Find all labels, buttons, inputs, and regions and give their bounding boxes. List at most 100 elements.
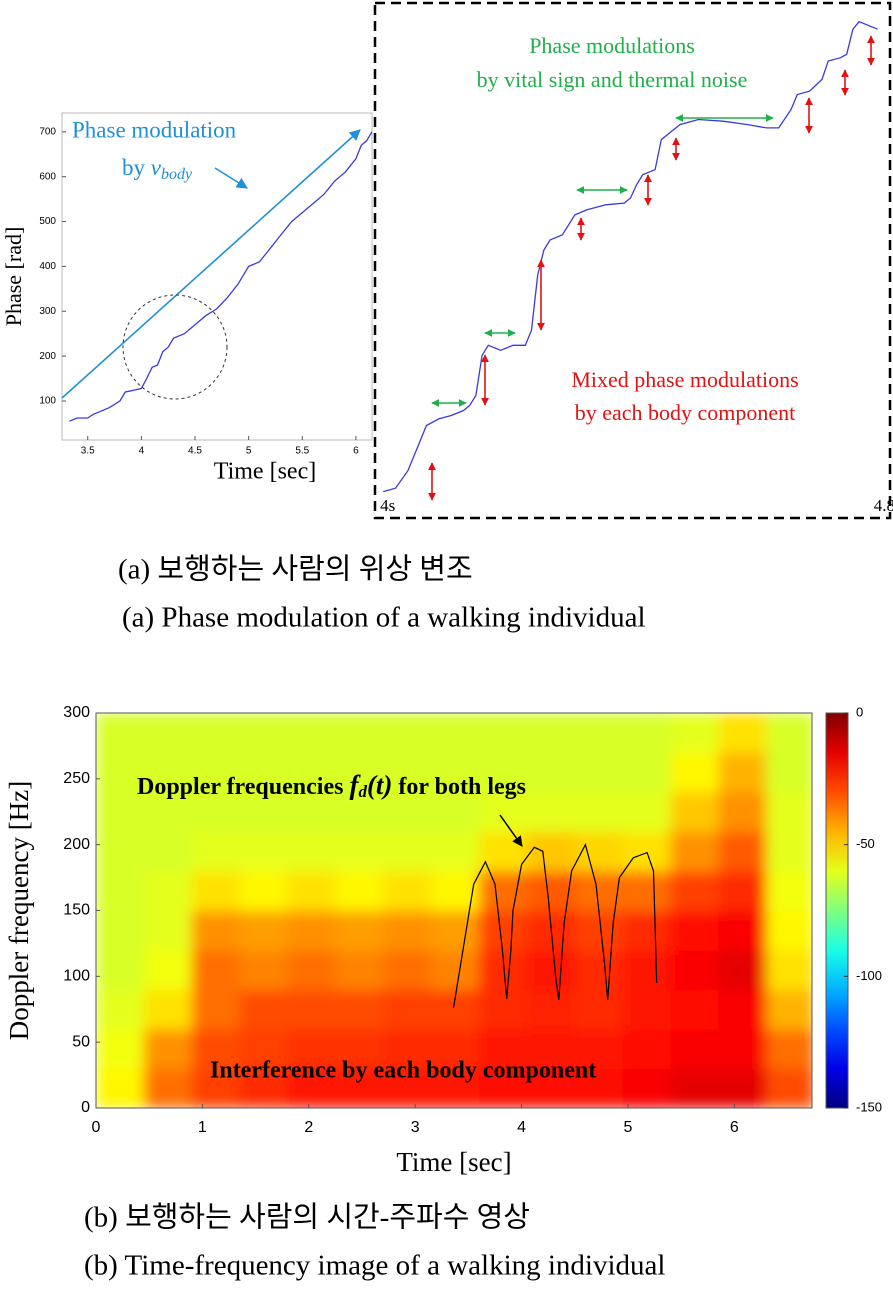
- x-tick-label: 1: [198, 1119, 207, 1136]
- heatmap-cell: [239, 831, 289, 872]
- heatmap-cell: [766, 871, 812, 911]
- y-tick-label: 150: [63, 902, 90, 919]
- heatmap-cell: [143, 910, 193, 951]
- plot-frame: [61, 112, 373, 441]
- y-tick-label: 700: [39, 126, 56, 137]
- heatmap-cell: [431, 831, 480, 872]
- heatmap-cell: [766, 950, 812, 990]
- heatmap-cell: [383, 1029, 432, 1069]
- y-tick-label: 300: [63, 704, 90, 721]
- heatmap-cell: [766, 713, 812, 753]
- annotation: Phase modulations: [529, 33, 695, 58]
- heatmap-cell: [622, 1029, 672, 1069]
- heatmap-cell: [526, 1068, 576, 1108]
- heatmap-cell: [383, 1068, 432, 1108]
- heatmap-cell: [96, 910, 145, 951]
- heatmap-cell: [191, 792, 241, 832]
- heatmap-cell: [479, 1029, 528, 1069]
- heatmap-cell: [526, 713, 576, 753]
- heatmap-cell: [239, 1068, 289, 1108]
- colorbar-tick-label: -100: [856, 968, 882, 983]
- y-tick-label: 100: [39, 396, 56, 407]
- data-line: [383, 20, 878, 493]
- heatmap-cell: [431, 713, 480, 753]
- heatmap-cell: [96, 713, 145, 753]
- annotation: by vital sign and thermal noise: [477, 67, 748, 92]
- heatmap-cell: [479, 792, 528, 832]
- heatmap-cell: [622, 1068, 672, 1108]
- heatmap-cell: [431, 910, 480, 951]
- y-tick-label: 100: [63, 968, 90, 985]
- heatmap-cell: [670, 1068, 719, 1108]
- heatmap-cell: [239, 792, 289, 832]
- heatmap-cell: [335, 871, 384, 911]
- heatmap-cell: [239, 910, 289, 951]
- heatmap-cell: [96, 1068, 145, 1108]
- heatmap-cell: [622, 910, 672, 951]
- heatmap-cell: [383, 910, 432, 951]
- heatmap-cell: [191, 910, 241, 951]
- heatmap-cells: [96, 713, 812, 1108]
- heatmap-cell: [574, 950, 624, 990]
- heatmap-cell: [718, 871, 767, 911]
- x-tick-label: 4.5: [188, 446, 202, 457]
- heatmap-cell: [143, 831, 193, 872]
- heatmap-cell: [287, 713, 336, 753]
- y-axis-label: Doppler frequency [Hz]: [4, 781, 34, 1040]
- heatmap-cell: [431, 752, 480, 793]
- heatmap-cell: [670, 831, 719, 872]
- heatmap-cell: [191, 1029, 241, 1069]
- heatmap-cell: [287, 871, 336, 911]
- annotation: Mixed phase modulations: [571, 367, 798, 392]
- heatmap-cell: [574, 1068, 624, 1108]
- heatmap-cell: [718, 989, 767, 1030]
- heatmap-cell: [766, 1029, 812, 1069]
- annotation-part: Doppler frequencies: [137, 774, 343, 800]
- heatmap-cell: [335, 950, 384, 990]
- x-tick-label: 0: [92, 1119, 101, 1136]
- heatmap-cell: [670, 792, 719, 832]
- x-tick-label: 5: [623, 1119, 632, 1136]
- heatmap-cell: [143, 1068, 193, 1108]
- x-tick-label: 4s: [380, 496, 395, 515]
- heatmap-cell: [622, 752, 672, 793]
- heatmap-cell: [574, 910, 624, 951]
- heatmap-cell: [479, 1068, 528, 1108]
- heatmap-cell: [335, 752, 384, 793]
- heatmap-cell: [383, 831, 432, 872]
- heatmap-cell: [335, 1068, 384, 1108]
- caption: (a) Phase modulation of a walking indivi…: [122, 602, 646, 634]
- heatmap-cell: [143, 792, 193, 832]
- heatmap-cell: [479, 910, 528, 951]
- heatmap-cell: [574, 792, 624, 832]
- heatmap-cell: [383, 752, 432, 793]
- heatmap-cell: [96, 989, 145, 1030]
- heatmap-cell: [526, 1029, 576, 1069]
- heatmap-cell: [622, 831, 672, 872]
- y-tick-label: 250: [63, 770, 90, 787]
- heatmap-cell: [526, 752, 576, 793]
- caption: (b) 보행하는 사람의 시간-주파수 영상: [84, 1201, 530, 1234]
- heatmap-cell: [574, 1029, 624, 1069]
- x-axis-label: Time [sec]: [214, 459, 316, 485]
- heatmap-cell: [479, 831, 528, 872]
- heatmap-cell: [383, 871, 432, 911]
- heatmap-cell: [670, 713, 719, 753]
- heatmap-cell: [335, 1029, 384, 1069]
- heatmap-cell: [479, 752, 528, 793]
- heatmap-cell: [287, 989, 336, 1030]
- heatmap-cell: [383, 713, 432, 753]
- x-tick-label: 4: [139, 446, 145, 457]
- heatmap-cell: [383, 989, 432, 1030]
- x-tick-label: 6: [353, 446, 359, 457]
- heatmap-cell: [766, 831, 812, 872]
- heatmap-cell: [191, 871, 241, 911]
- y-tick-label: 200: [63, 836, 90, 853]
- heatmap-cell: [191, 713, 241, 753]
- heatmap-cell: [335, 831, 384, 872]
- heatmap-cell: [622, 950, 672, 990]
- annotation: Phase modulation: [72, 117, 237, 142]
- heatmap-cell: [574, 989, 624, 1030]
- data-line: [69, 131, 373, 422]
